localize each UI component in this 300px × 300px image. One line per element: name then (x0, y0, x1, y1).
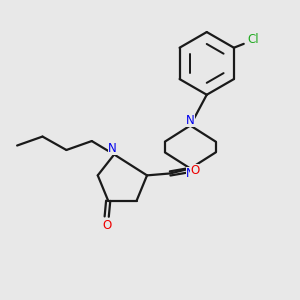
Text: N: N (186, 167, 195, 180)
Text: Cl: Cl (247, 34, 259, 46)
Text: N: N (108, 142, 117, 155)
Text: O: O (190, 164, 199, 177)
Text: N: N (186, 114, 195, 127)
Text: O: O (102, 219, 111, 232)
